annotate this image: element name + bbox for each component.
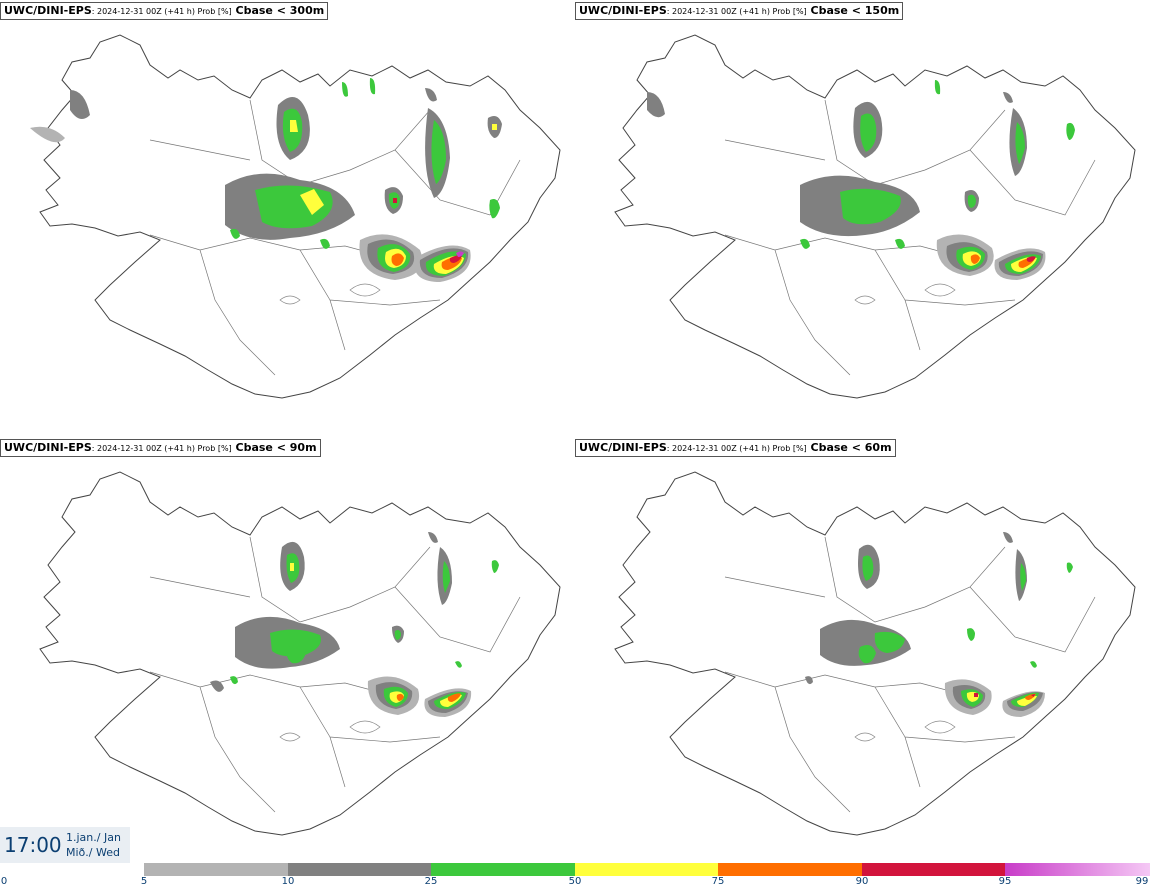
panel-title: UWC/DINI-EPS: 2024-12-31 00Z (+41 h) Pro… (0, 2, 329, 20)
legend-colorbar (144, 863, 1150, 876)
iceland-map (614, 471, 1136, 836)
legend-segment-10-25 (288, 863, 431, 876)
panel-title: UWC/DINI-EPS: 2024-12-31 00Z (+41 h) Pro… (0, 439, 321, 457)
legend-tick: 90 (855, 876, 869, 887)
run-info: : 2024-12-31 00Z (+41 h) Prob [%] (91, 7, 232, 16)
threshold-label: Cbase < 300m (231, 4, 325, 17)
legend-tick: 99 (1135, 876, 1149, 887)
legend-tick: 0 (0, 876, 8, 887)
legend-tick: 25 (424, 876, 438, 887)
legend-tick: 5 (140, 876, 148, 887)
run-info: : 2024-12-31 00Z (+41 h) Prob [%] (91, 444, 232, 453)
probability-field (30, 78, 502, 282)
legend-segment-5-10 (144, 863, 288, 876)
valid-date-line1: 1.jan./ Jan (66, 831, 121, 844)
legend-segment-75-90 (718, 863, 862, 876)
panel-title: UWC/DINI-EPS: 2024-12-31 00Z (+41 h) Pro… (575, 439, 896, 457)
probability-field (805, 532, 1073, 717)
valid-time-box: 17:00 1.jan./ Jan Mið./ Wed (0, 827, 130, 863)
legend-segment-25-50 (431, 863, 575, 876)
probability-field (647, 80, 1075, 280)
valid-time: 17:00 (4, 833, 62, 857)
valid-date: 1.jan./ Jan Mið./ Wed (66, 830, 121, 860)
probability-field (210, 532, 499, 717)
model-name: UWC/DINI-EPS (4, 441, 92, 454)
run-info: : 2024-12-31 00Z (+41 h) Prob [%] (666, 7, 807, 16)
map-panel-2: UWC/DINI-EPS: 2024-12-31 00Z (+41 h) Pro… (575, 0, 1150, 437)
legend-segment-50-75 (575, 863, 718, 876)
legend-segment-90-95 (862, 863, 1005, 876)
model-name: UWC/DINI-EPS (4, 4, 92, 17)
legend-tick: 95 (998, 876, 1012, 887)
map-panel-3: UWC/DINI-EPS: 2024-12-31 00Z (+41 h) Pro… (0, 437, 575, 874)
legend-tick: 50 (568, 876, 582, 887)
iceland-map (30, 34, 561, 399)
legend-tick: 10 (281, 876, 295, 887)
threshold-label: Cbase < 150m (806, 4, 900, 17)
model-name: UWC/DINI-EPS (579, 4, 667, 17)
legend-segment-95-99 (1005, 863, 1150, 876)
map-panel-4: UWC/DINI-EPS: 2024-12-31 00Z (+41 h) Pro… (575, 437, 1150, 874)
threshold-label: Cbase < 60m (806, 441, 892, 454)
iceland-map (614, 34, 1136, 399)
model-name: UWC/DINI-EPS (579, 441, 667, 454)
iceland-map (39, 471, 561, 836)
legend-tick: 75 (711, 876, 725, 887)
panel-title: UWC/DINI-EPS: 2024-12-31 00Z (+41 h) Pro… (575, 2, 904, 20)
valid-date-line2: Mið./ Wed (66, 846, 120, 859)
map-panel-1: UWC/DINI-EPS: 2024-12-31 00Z (+41 h) Pro… (0, 0, 575, 437)
run-info: : 2024-12-31 00Z (+41 h) Prob [%] (666, 444, 807, 453)
threshold-label: Cbase < 90m (231, 441, 317, 454)
